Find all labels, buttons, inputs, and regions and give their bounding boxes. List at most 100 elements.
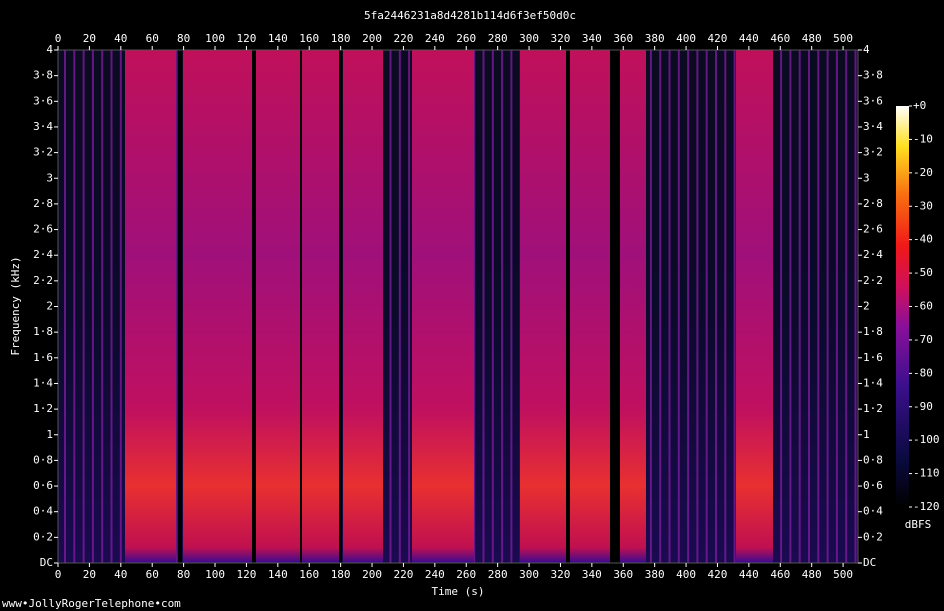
y-tick-label: 0·2 xyxy=(33,530,53,543)
y-tick-label: 2·4 xyxy=(33,248,53,261)
y-tick-label: 2·2 xyxy=(863,274,883,287)
texture xyxy=(412,50,474,563)
y-tick-label: 4 xyxy=(46,43,53,56)
texture xyxy=(520,50,646,563)
x-tick-label: 460 xyxy=(770,32,790,45)
y-tick-label: 1·8 xyxy=(33,325,53,338)
y-tick-label: 3·6 xyxy=(33,94,53,107)
x-tick-label: 160 xyxy=(299,568,319,581)
texture xyxy=(724,50,727,563)
texture xyxy=(733,50,736,563)
texture xyxy=(300,50,302,563)
y-tick-label: 2 xyxy=(863,300,870,313)
colorbar-tick-label: -10 xyxy=(913,132,933,145)
y-tick-label: 4 xyxy=(863,43,870,56)
y-tick-label: 0·6 xyxy=(33,479,53,492)
x-tick-label: 280 xyxy=(488,568,508,581)
texture xyxy=(566,50,570,563)
x-tick-label: 80 xyxy=(177,32,190,45)
colorbar-label: dBFS xyxy=(905,518,932,531)
x-tick-label: 160 xyxy=(299,32,319,45)
x-tick-label: 480 xyxy=(802,568,822,581)
y-tick-label: 1·6 xyxy=(863,351,883,364)
x-tick-label: 60 xyxy=(146,568,159,581)
y-tick-label: 3·2 xyxy=(33,146,53,159)
x-tick-label: 320 xyxy=(551,568,571,581)
y-tick-label: 2·2 xyxy=(33,274,53,287)
x-tick-label: 400 xyxy=(676,32,696,45)
footer: www•JollyRogerTelephone•com xyxy=(2,597,181,610)
texture xyxy=(343,50,383,563)
x-tick-label: 280 xyxy=(488,32,508,45)
x-tick-label: 100 xyxy=(205,568,225,581)
y-tick-label: DC xyxy=(40,556,53,569)
x-tick-label: 500 xyxy=(833,568,853,581)
x-tick-label: 300 xyxy=(519,568,539,581)
texture xyxy=(125,50,176,563)
y-tick-label: 0·4 xyxy=(863,505,883,518)
texture xyxy=(73,50,76,563)
colorbar-tick-label: +0 xyxy=(913,99,926,112)
x-tick-label: 420 xyxy=(708,568,728,581)
texture xyxy=(91,50,94,563)
texture xyxy=(119,50,122,563)
x-tick-label: 220 xyxy=(393,32,413,45)
colorbar-tick-label: -50 xyxy=(913,266,933,279)
y-tick-label: 3 xyxy=(863,171,870,184)
x-tick-label: 340 xyxy=(582,32,602,45)
texture xyxy=(101,50,104,563)
x-tick-label: 240 xyxy=(425,568,445,581)
x-tick-label: 200 xyxy=(362,32,382,45)
colorbar-tick-label: -90 xyxy=(913,400,933,413)
texture xyxy=(789,50,792,563)
y-tick-label: 3·2 xyxy=(863,146,883,159)
x-tick-label: 0 xyxy=(55,32,62,45)
y-tick-label: 1 xyxy=(863,428,870,441)
x-tick-label: 260 xyxy=(456,32,476,45)
x-tick-label: 20 xyxy=(83,568,96,581)
texture xyxy=(398,50,401,563)
texture xyxy=(64,50,66,563)
x-tick-label: 440 xyxy=(739,32,759,45)
x-tick-label: 360 xyxy=(613,568,633,581)
colorbar-tick-label: -40 xyxy=(913,233,933,246)
texture xyxy=(183,50,252,563)
x-tick-label: 300 xyxy=(519,32,539,45)
texture xyxy=(256,50,340,563)
texture xyxy=(826,50,829,563)
texture xyxy=(687,50,690,563)
texture xyxy=(808,50,810,563)
colorbar-tick-label: -80 xyxy=(913,366,933,379)
colorbar xyxy=(896,106,909,507)
texture xyxy=(677,50,680,563)
texture xyxy=(491,50,494,563)
x-tick-label: 260 xyxy=(456,568,476,581)
texture xyxy=(668,50,671,563)
texture xyxy=(696,50,699,563)
x-tick-label: 380 xyxy=(645,568,665,581)
x-tick-label: 40 xyxy=(114,32,127,45)
texture xyxy=(610,50,620,563)
y-tick-label: 2 xyxy=(46,300,53,313)
texture xyxy=(408,50,411,563)
x-tick-label: 440 xyxy=(739,568,759,581)
x-tick-label: 380 xyxy=(645,32,665,45)
x-tick-label: 20 xyxy=(83,32,96,45)
y-tick-label: 1·4 xyxy=(863,376,883,389)
y-tick-label: 1 xyxy=(46,428,53,441)
y-tick-label: 2·8 xyxy=(863,197,883,210)
texture xyxy=(389,50,392,563)
texture xyxy=(473,50,476,563)
texture xyxy=(736,50,773,563)
colorbar-tick-label: -30 xyxy=(913,199,933,212)
x-tick-label: 60 xyxy=(146,32,159,45)
texture xyxy=(178,50,182,563)
colorbar-tick-label: -20 xyxy=(913,166,933,179)
texture xyxy=(82,50,85,563)
y-tick-label: 3·6 xyxy=(863,94,883,107)
texture xyxy=(659,50,662,563)
y-tick-label: 3·4 xyxy=(863,120,883,133)
x-tick-label: 100 xyxy=(205,32,225,45)
y-tick-label: 3·4 xyxy=(33,120,53,133)
colorbar-tick-label: -110 xyxy=(913,467,940,480)
